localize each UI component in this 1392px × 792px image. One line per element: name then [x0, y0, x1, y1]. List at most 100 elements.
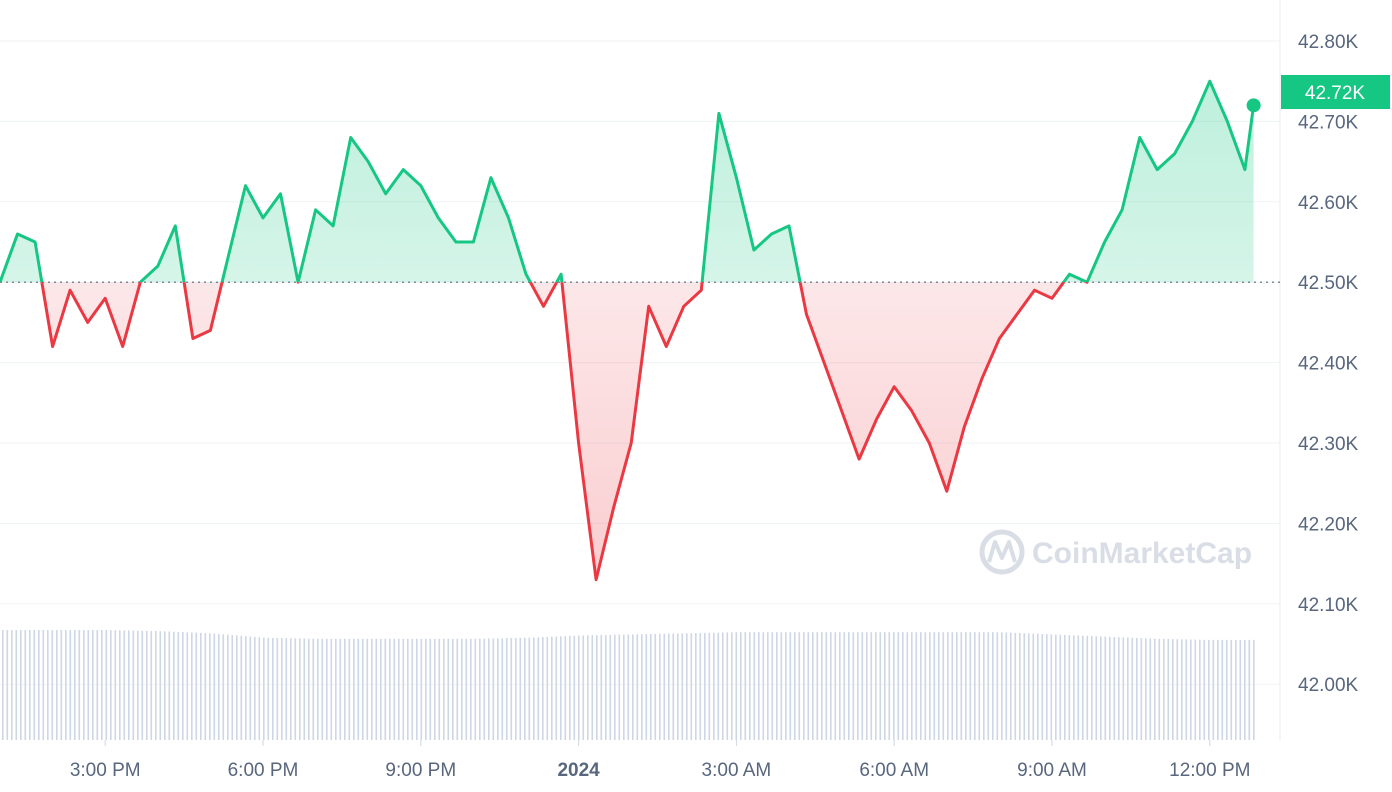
volume-bar — [456, 638, 459, 740]
volume-bar — [1203, 639, 1206, 740]
volume-bar — [870, 632, 873, 740]
volume-bar — [20, 630, 22, 740]
volume-bar — [1010, 632, 1012, 740]
area-below-reference — [41, 282, 1064, 580]
volume-bar — [366, 638, 369, 740]
volume-bar — [222, 634, 225, 740]
volume-bar — [969, 632, 972, 740]
volume-bar — [1055, 634, 1057, 740]
volume-bar — [69, 630, 72, 740]
volume-bar — [1181, 639, 1183, 740]
volume-bar — [47, 630, 49, 740]
volume-bar — [78, 630, 81, 740]
volume-bar — [177, 631, 180, 740]
volume-bar — [465, 638, 468, 740]
volume-bar — [303, 638, 306, 740]
volume-bar — [857, 632, 859, 740]
volume-bar — [429, 638, 432, 740]
x-axis: 3:00 PM 6:00 PM 9:00 PM 2024 3:00 AM 6:00 AM 9… — [70, 740, 1250, 781]
volume-bar — [848, 632, 850, 740]
volume-bar — [267, 637, 270, 740]
volume-bar — [92, 630, 94, 740]
volume-bar — [542, 637, 544, 740]
volume-bar — [29, 630, 31, 740]
volume-bar — [258, 637, 261, 740]
volume-bars — [2, 630, 1255, 740]
volume-bar — [1127, 637, 1129, 740]
price-line-down — [0, 282, 1089, 582]
volume-bar — [911, 632, 913, 740]
volume-bar — [632, 634, 634, 740]
volume-bar — [1230, 639, 1233, 740]
volume-bar — [627, 634, 630, 740]
x-tick-label: 6:00 AM — [859, 760, 929, 781]
volume-bar — [947, 632, 949, 740]
volume-bar — [1190, 639, 1192, 740]
volume-bar — [591, 635, 594, 740]
volume-bar — [524, 637, 526, 740]
volume-bar — [1113, 636, 1116, 740]
volume-bar — [555, 636, 558, 740]
volume-bar — [663, 633, 666, 740]
volume-bar — [330, 638, 333, 740]
volume-bar — [812, 632, 814, 740]
volume-bar — [1172, 639, 1174, 740]
volume-bar — [794, 632, 796, 740]
volume-bar — [470, 638, 472, 740]
volume-bar — [636, 634, 639, 740]
volume-bar — [461, 638, 463, 740]
volume-bar — [60, 630, 63, 740]
volume-bar — [83, 630, 85, 740]
volume-bar — [987, 632, 990, 740]
volume-bar — [600, 635, 603, 740]
volume-bar — [488, 638, 490, 740]
volume-bar — [150, 630, 153, 740]
volume-bar — [353, 638, 355, 740]
volume-bar — [101, 630, 103, 740]
volume-bar — [569, 635, 571, 740]
volume-bar — [699, 632, 702, 740]
volume-bar — [942, 632, 945, 740]
volume-bar — [1176, 639, 1179, 740]
volume-bar — [708, 632, 711, 740]
volume-bar — [605, 634, 607, 740]
volume-bar — [767, 632, 769, 740]
volume-bar — [380, 638, 382, 740]
volume-bar — [1104, 636, 1107, 740]
volume-bar — [146, 630, 148, 740]
volume-bar — [830, 632, 832, 740]
volume-bar — [168, 631, 171, 740]
volume-bar — [906, 632, 909, 740]
current-price-dot[interactable] — [1246, 98, 1261, 113]
volume-bar — [276, 637, 279, 740]
volume-bar — [123, 630, 126, 740]
volume-bar — [231, 635, 234, 740]
volume-bar — [1149, 638, 1152, 740]
volume-bar — [96, 630, 99, 740]
volume-bar — [753, 632, 756, 740]
volume-bar — [443, 638, 445, 740]
volume-bar — [861, 632, 864, 740]
volume-bar — [983, 632, 985, 740]
volume-bar — [132, 630, 135, 740]
volume-bar — [173, 631, 175, 740]
volume-bar — [551, 636, 553, 740]
volume-bar — [272, 637, 274, 740]
volume-bar — [159, 631, 162, 740]
volume-bar — [573, 635, 576, 740]
volume-bar — [1100, 636, 1102, 740]
volume-bar — [425, 638, 427, 740]
volume-bar — [735, 632, 738, 740]
volume-bar — [501, 638, 504, 740]
volume-bar — [479, 638, 481, 740]
volume-bar — [254, 636, 256, 740]
volume-bar — [816, 632, 819, 740]
volume-bar — [978, 632, 981, 740]
volume-bar — [704, 632, 706, 740]
volume-bar — [51, 630, 54, 740]
volume-bar — [164, 631, 166, 740]
volume-bar — [416, 638, 418, 740]
x-tick-label: 12:00 PM — [1169, 760, 1250, 781]
watermark-text: CoinMarketCap — [1032, 537, 1252, 570]
volume-bar — [510, 638, 513, 740]
